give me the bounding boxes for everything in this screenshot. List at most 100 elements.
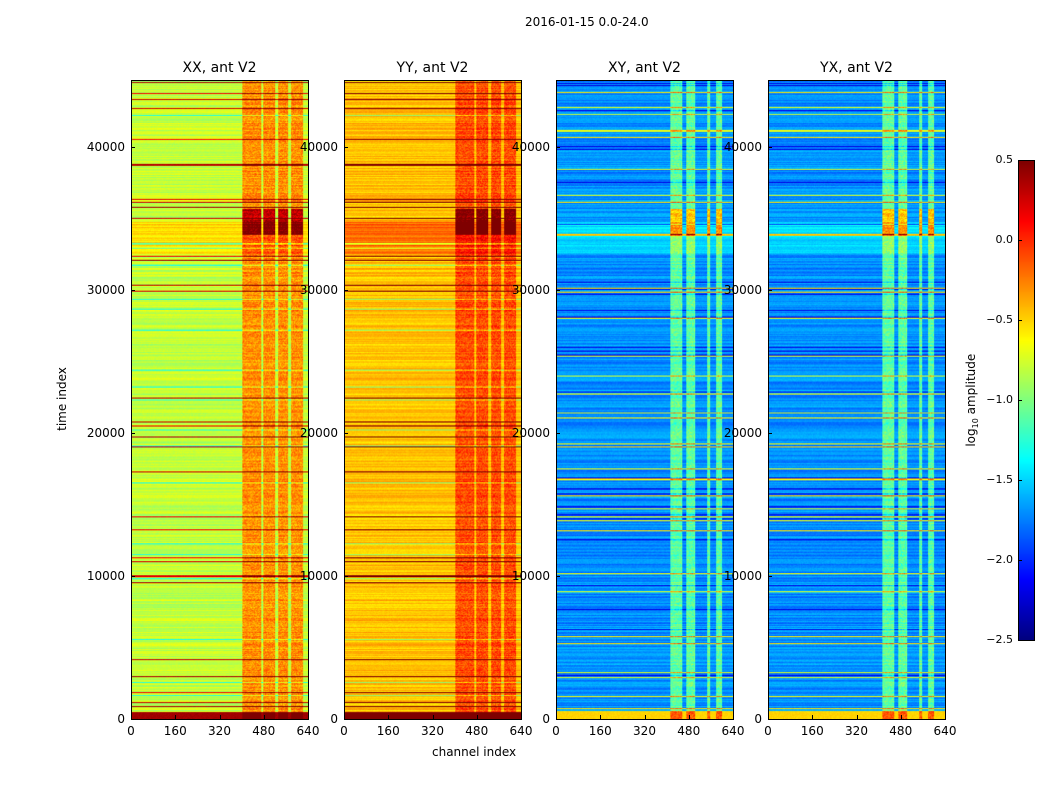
colorbar-tick: [1018, 560, 1022, 561]
x-tick-label: 640: [296, 724, 320, 738]
colorbar-tick-label: −2.0: [986, 553, 1013, 566]
y-tick-label: 0: [754, 712, 762, 726]
y-tick-label: 30000: [86, 283, 125, 297]
x-tick-label: 0: [552, 724, 560, 738]
colorbar-gradient: [1019, 161, 1034, 640]
colorbar-tick: [1018, 640, 1022, 641]
x-tick: [644, 715, 646, 719]
y-tick-label: 30000: [511, 283, 550, 297]
colorbar-tick-label: −1.5: [986, 473, 1013, 486]
panel-title: XX, ant V2: [182, 60, 257, 76]
heatmap-panel: [131, 80, 309, 720]
y-tick: [131, 576, 135, 577]
heatmap-panel: [344, 80, 522, 720]
colorbar-tick-label: −1.0: [986, 393, 1013, 406]
y-tick-label: 40000: [723, 140, 762, 154]
y-tick-label: 0: [117, 712, 125, 726]
x-tick-label: 480: [465, 724, 489, 738]
heatmap-image: [345, 81, 521, 719]
x-tick: [600, 715, 602, 719]
y-tick: [344, 147, 348, 148]
colorbar-tick: [1018, 400, 1022, 401]
figure-title: 2016-01-15 0.0-24.0: [525, 15, 649, 29]
x-tick-label: 640: [509, 724, 533, 738]
y-tick-label: 10000: [723, 569, 762, 583]
y-tick-label: 30000: [299, 283, 338, 297]
y-tick: [768, 719, 772, 720]
x-tick-label: 160: [376, 724, 400, 738]
y-tick: [131, 147, 135, 148]
x-tick: [388, 715, 390, 719]
x-tick-label: 160: [163, 724, 187, 738]
panel-title: XY, ant V2: [608, 60, 681, 76]
x-tick: [856, 715, 858, 719]
x-tick: [945, 715, 946, 719]
x-tick: [308, 715, 309, 719]
heatmap-image: [132, 81, 308, 719]
colorbar-tick: [1018, 480, 1022, 481]
y-tick-label: 20000: [299, 426, 338, 440]
y-tick-label: 40000: [511, 140, 550, 154]
y-tick-label: 10000: [86, 569, 125, 583]
y-tick: [768, 576, 772, 577]
heatmap-image: [557, 81, 733, 719]
x-tick: [521, 715, 522, 719]
x-tick: [263, 715, 265, 719]
colorbar-tick-label: −2.5: [986, 633, 1013, 646]
y-tick: [556, 290, 560, 291]
y-tick-label: 20000: [86, 426, 125, 440]
y-tick-label: 40000: [299, 140, 338, 154]
x-tick: [344, 715, 345, 719]
x-tick-label: 0: [340, 724, 348, 738]
heatmap-panel: [556, 80, 734, 720]
colorbar-tick: [1018, 320, 1022, 321]
x-tick-label: 160: [588, 724, 612, 738]
y-tick-label: 0: [330, 712, 338, 726]
x-tick-label: 320: [421, 724, 444, 738]
x-tick-label: 320: [633, 724, 656, 738]
colorbar-label: log10 amplitude: [963, 353, 981, 447]
x-tick: [556, 715, 557, 719]
y-tick: [556, 147, 560, 148]
x-tick-label: 480: [677, 724, 701, 738]
x-tick-label: 640: [933, 724, 957, 738]
y-tick: [556, 576, 560, 577]
x-tick-label: 0: [764, 724, 772, 738]
y-tick-label: 10000: [511, 569, 550, 583]
y-tick: [344, 433, 348, 434]
y-tick: [768, 147, 772, 148]
y-tick: [768, 433, 772, 434]
x-tick: [131, 715, 132, 719]
heatmap-image: [769, 81, 945, 719]
x-tick: [768, 715, 769, 719]
colorbar-tick-label: −0.5: [986, 313, 1013, 326]
x-tick-label: 0: [127, 724, 135, 738]
y-tick: [768, 290, 772, 291]
x-tick-label: 320: [845, 724, 868, 738]
heatmap-panel: [768, 80, 946, 720]
colorbar-tick-label: 0.0: [995, 233, 1014, 246]
colorbar-tick-label: 0.5: [995, 153, 1014, 166]
y-tick-label: 0: [542, 712, 550, 726]
x-tick: [812, 715, 814, 719]
x-tick: [432, 715, 434, 719]
x-tick-label: 480: [889, 724, 913, 738]
x-tick-label: 320: [208, 724, 231, 738]
y-tick-label: 20000: [723, 426, 762, 440]
x-tick-label: 480: [252, 724, 276, 738]
y-tick: [131, 719, 135, 720]
x-tick-label: 160: [800, 724, 824, 738]
y-tick: [556, 719, 560, 720]
x-tick: [175, 715, 177, 719]
y-tick: [344, 576, 348, 577]
panel-title: YX, ant V2: [820, 60, 893, 76]
y-tick-label: 10000: [299, 569, 338, 583]
y-tick: [556, 433, 560, 434]
y-tick-label: 20000: [511, 426, 550, 440]
colorbar-tick: [1018, 240, 1022, 241]
colorbar-tick: [1018, 160, 1022, 161]
y-tick-label: 30000: [723, 283, 762, 297]
y-tick: [131, 290, 135, 291]
y-tick: [131, 433, 135, 434]
